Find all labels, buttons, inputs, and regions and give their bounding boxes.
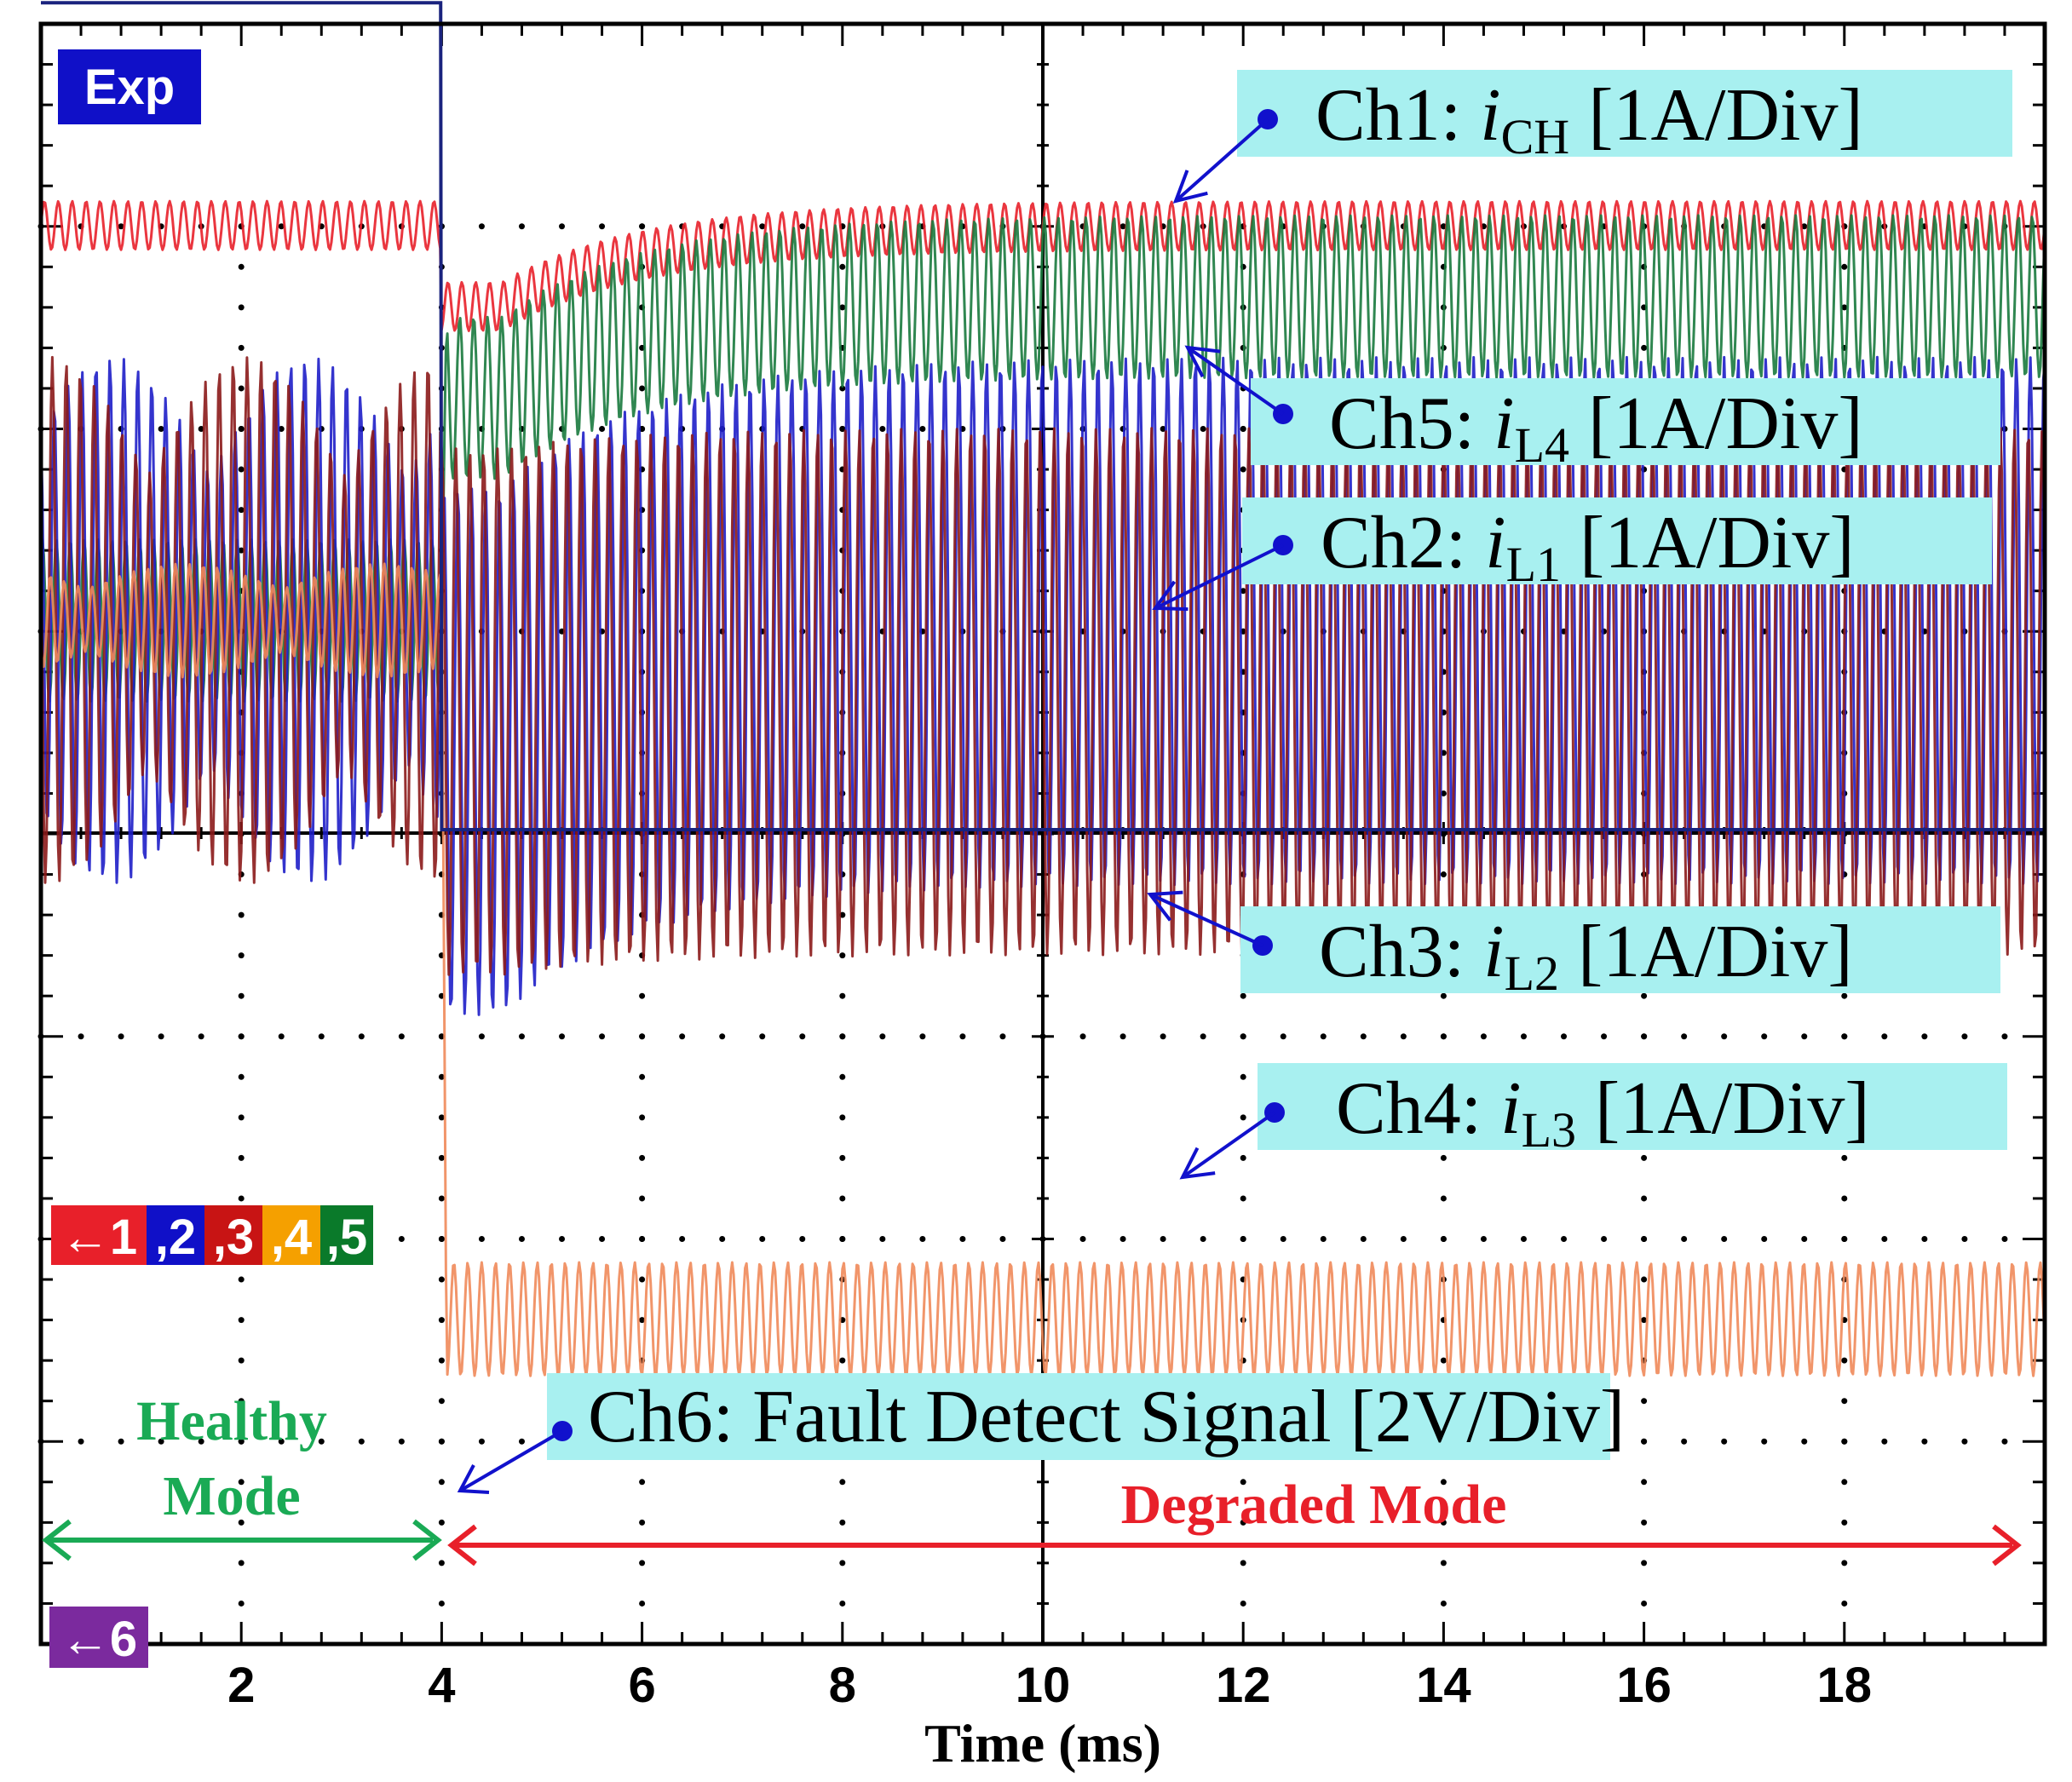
exp-badge-text: Exp xyxy=(84,60,175,115)
degraded-mode-label: Degraded Mode xyxy=(1121,1474,1507,1536)
healthy-mode-line1: Healthy xyxy=(136,1390,327,1452)
svg-text:Ch3: iL2 [1A/Div]: Ch3: iL2 [1A/Div] xyxy=(1319,911,1853,1001)
svg-text:Ch5: iL4 [1A/Div]: Ch5: iL4 [1A/Div] xyxy=(1329,382,1863,473)
ch2-label: Ch2: iL1 [1A/Div] xyxy=(1152,497,1992,612)
plot-frame xyxy=(38,21,2047,1647)
x-tick-label: 16 xyxy=(1616,1658,1672,1713)
marker-3: ,3 xyxy=(213,1210,254,1265)
x-tick-label: 14 xyxy=(1416,1658,1471,1713)
ch4-trace xyxy=(39,562,2046,1377)
x-tick-label: 4 xyxy=(428,1658,455,1713)
x-tick-label: 12 xyxy=(1216,1658,1271,1713)
channel-marker-6: ←6 xyxy=(49,1607,148,1668)
x-tick-label: 10 xyxy=(1016,1658,1071,1713)
x-axis-label: Time (ms) xyxy=(924,1713,1161,1773)
x-tick-label: 6 xyxy=(628,1658,655,1713)
ch2-trace xyxy=(39,355,2046,1016)
ch4-label: Ch4: iL3 [1A/Div] xyxy=(1179,1063,2007,1180)
exp-badge: Exp xyxy=(58,49,201,124)
marker-2: ,2 xyxy=(155,1210,196,1265)
ch3-trace xyxy=(39,355,2046,976)
ch6-label: Ch6: Fault Detect Signal [2V/Div] xyxy=(457,1373,1625,1494)
marker-1: ←1 xyxy=(60,1210,137,1265)
waveform-layer xyxy=(39,1,2046,1377)
ch6-trace xyxy=(41,1,2045,831)
x-tick-label: 2 xyxy=(227,1658,255,1713)
marker-6: ←6 xyxy=(60,1612,137,1667)
x-tick-label: 8 xyxy=(829,1658,856,1713)
x-axis-ticks: 2 4 6 8 10 12 14 16 18 xyxy=(227,1658,1872,1713)
ch3-label: Ch3: iL2 [1A/Div] xyxy=(1147,890,2000,1001)
x-tick-label: 18 xyxy=(1817,1658,1873,1713)
svg-text:Ch1: iCH [1A/Div]: Ch1: iCH [1A/Div] xyxy=(1315,74,1863,164)
svg-text:Ch2: iL1 [1A/Div]: Ch2: iL1 [1A/Div] xyxy=(1321,502,1855,592)
channel-callouts: Ch1: iCH [1A/Div] Ch5: iL4 [1A/Div] Ch2: i… xyxy=(457,70,2012,1494)
ch1-label: Ch1: iCH [1A/Div] xyxy=(1172,70,2012,204)
healthy-mode-annotation: Healthy Mode xyxy=(42,1390,442,1561)
marker-5: ,5 xyxy=(326,1210,367,1265)
healthy-mode-line2: Mode xyxy=(163,1465,300,1527)
svg-text:Ch6: Fault Detect Signal [2V/D: Ch6: Fault Detect Signal [2V/Div] xyxy=(588,1376,1625,1458)
channel-markers-1-5: ←1 ,2 ,3 ,4 ,5 xyxy=(51,1205,373,1265)
degraded-mode-annotation: Degraded Mode xyxy=(447,1474,2022,1566)
svg-text:Ch4: iL3 [1A/Div]: Ch4: iL3 [1A/Div] xyxy=(1336,1067,1870,1158)
marker-4: ,4 xyxy=(271,1210,312,1265)
ch5-label: Ch5: iL4 [1A/Div] xyxy=(1184,345,2000,473)
